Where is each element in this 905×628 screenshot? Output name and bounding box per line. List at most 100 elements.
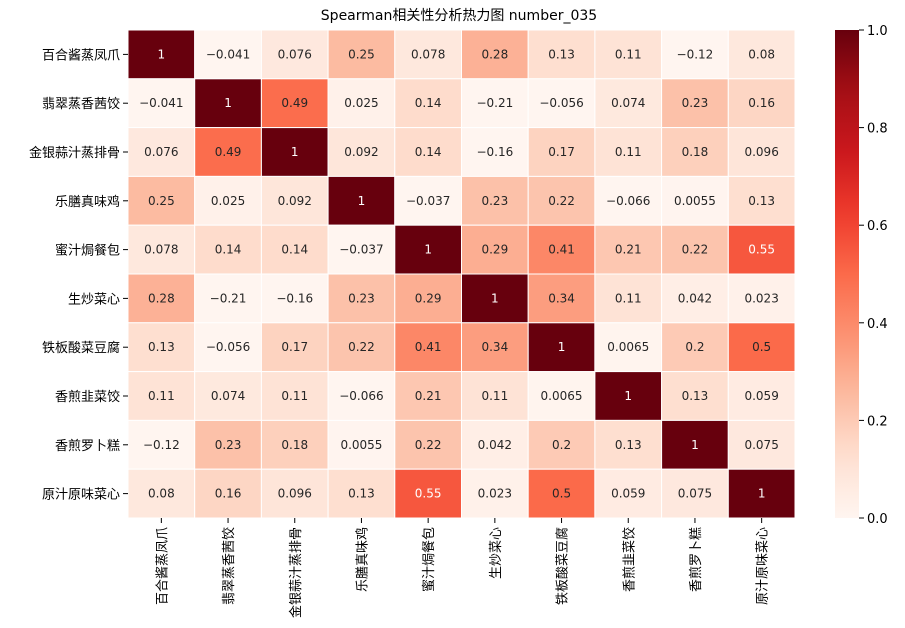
cell-value-7-8: 0.13 — [682, 389, 709, 403]
cell-value-9-5: 0.023 — [478, 487, 512, 501]
cell-value-5-0: 0.28 — [148, 291, 175, 305]
y-axis-labels: 百合酱蒸凤爪翡翠蒸香茜饺金银蒜汁蒸排骨乐膳真味鸡蜜汁焗餐包生炒菜心铁板酸菜豆腐香… — [29, 48, 128, 503]
heatmap-cell-4-6 — [527, 224, 596, 275]
cell-value-9-9: 1 — [758, 487, 766, 501]
heatmap-cell-5-5 — [461, 273, 529, 324]
x-tick-label: 翡翠蒸香茜饺 — [222, 527, 237, 605]
cell-value-4-5: 0.29 — [481, 243, 508, 257]
cell-value-7-2: 0.11 — [281, 389, 308, 403]
heatmap-cell-6-6 — [527, 322, 596, 373]
heatmap-cell-1-9 — [727, 78, 796, 129]
cell-value-7-3: −0.066 — [339, 389, 383, 403]
cell-value-2-3: 0.092 — [344, 145, 378, 159]
cell-value-0-0: 1 — [158, 47, 166, 61]
heatmap-cell-6-3 — [327, 322, 396, 373]
y-tick-label: 生炒菜心 — [68, 292, 120, 307]
cell-value-6-4: 0.41 — [415, 340, 442, 354]
cell-value-8-8: 1 — [691, 438, 699, 452]
cell-value-0-7: 0.11 — [615, 47, 642, 61]
cell-value-1-6: −0.056 — [539, 96, 583, 110]
cell-value-9-0: 0.08 — [148, 487, 175, 501]
cell-value-5-1: −0.21 — [210, 291, 247, 305]
heatmap-cell-4-5 — [461, 224, 529, 275]
cell-value-9-3: 0.13 — [348, 487, 375, 501]
cell-value-6-3: 0.22 — [348, 340, 375, 354]
heatmap-cell-5-8 — [661, 273, 729, 324]
cell-value-4-1: 0.14 — [215, 243, 242, 257]
heatmap-cell-2-7 — [594, 127, 663, 177]
cell-value-9-6: 0.5 — [552, 487, 571, 501]
cell-value-8-3: 0.0055 — [340, 438, 382, 452]
chart-title: Spearman相关性分析热力图 number_035 — [321, 8, 597, 24]
cell-value-3-6: 0.22 — [548, 194, 575, 208]
y-tick-label: 原汁原味菜心 — [42, 488, 120, 503]
cell-value-3-9: 0.13 — [748, 194, 775, 208]
cell-value-6-9: 0.5 — [752, 340, 771, 354]
x-axis-labels: 百合酱蒸凤爪 翡翠蒸香茜饺 金银蒜汁蒸排骨 乐膳真味鸡 蜜汁焗餐包 生炒菜心 铁板酸菜豆腐 香… — [155, 518, 771, 618]
heatmap-cell-6-5 — [461, 322, 529, 373]
heatmap-cell-7-6 — [527, 371, 596, 421]
cell-value-4-2: 0.14 — [281, 243, 308, 257]
cell-value-2-4: 0.14 — [415, 145, 442, 159]
heatmap-cell-2-0 — [127, 127, 196, 177]
heatmap-cell-5-0 — [127, 273, 196, 324]
cell-value-8-7: 0.13 — [615, 438, 642, 452]
cell-value-2-8: 0.18 — [682, 145, 709, 159]
heatmap-cell-8-9 — [727, 419, 796, 470]
heatmap-cell-6-0 — [127, 322, 196, 373]
heatmap-cell-7-8 — [661, 371, 729, 421]
colorbar-tick-label: 0.0 — [867, 512, 888, 527]
heatmap-cell-1-7 — [594, 78, 663, 129]
heatmap-cell-2-2 — [260, 127, 329, 177]
cell-value-9-2: 0.096 — [278, 487, 312, 501]
cell-value-8-0: −0.12 — [143, 438, 180, 452]
heatmap-cell-9-6 — [527, 468, 596, 519]
cell-value-1-5: −0.21 — [476, 96, 513, 110]
cell-value-7-7: 1 — [624, 389, 632, 403]
heatmap-cell-3-6 — [527, 175, 596, 226]
heatmap-cell-8-2 — [260, 419, 329, 470]
heatmap-cell-0-7 — [594, 29, 663, 80]
cell-value-1-3: 0.025 — [344, 96, 378, 110]
heatmap-cell-8-3 — [327, 419, 396, 470]
y-tick-label: 金银蒜汁蒸排骨 — [29, 145, 120, 161]
cell-value-4-7: 0.21 — [615, 243, 642, 257]
x-tick-label: 香煎韭菜饺 — [621, 527, 637, 592]
heatmap-cell-8-4 — [394, 419, 462, 470]
x-tick-label: 金银蒜汁蒸排骨 — [288, 527, 304, 618]
cell-value-7-4: 0.21 — [415, 389, 442, 403]
x-tick-label: 乐膳真味鸡 — [354, 527, 370, 592]
heatmap-cell-2-9 — [727, 127, 796, 177]
y-tick-label: 香煎韭菜饺 — [55, 389, 120, 405]
heatmap-cell-4-2 — [260, 224, 329, 275]
cell-value-8-1: 0.23 — [215, 438, 242, 452]
cell-value-6-2: 0.17 — [281, 340, 308, 354]
cell-value-4-6: 0.41 — [548, 243, 575, 257]
cell-value-7-1: 0.074 — [211, 389, 245, 403]
cell-value-5-3: 0.23 — [348, 291, 375, 305]
cell-value-2-0: 0.076 — [144, 145, 178, 159]
y-tick-label: 蜜汁焗餐包 — [55, 243, 120, 259]
cell-value-1-7: 0.074 — [611, 96, 645, 110]
heatmap-cell-4-4 — [394, 224, 462, 275]
heatmap-cell-5-3 — [327, 273, 396, 324]
cell-value-2-9: 0.096 — [744, 145, 778, 159]
cell-value-3-8: 0.0055 — [674, 194, 716, 208]
heatmap-cell-7-3 — [327, 371, 396, 421]
heatmap-cell-8-1 — [194, 419, 262, 470]
x-tick-label: 原汁原味菜心 — [756, 527, 771, 605]
heatmap-cell-9-7 — [594, 468, 663, 519]
heatmap-cell-7-1 — [194, 371, 262, 421]
colorbar: 0.0 0.2 0.4 0.6 0.8 1.0 — [835, 24, 888, 527]
cell-value-2-6: 0.17 — [548, 145, 575, 159]
heatmap-cell-2-6 — [527, 127, 596, 177]
cell-value-3-4: −0.037 — [406, 194, 450, 208]
cell-value-4-3: −0.037 — [339, 243, 383, 257]
colorbar-gradient — [835, 30, 859, 518]
colorbar-tick-label: 1.0 — [867, 24, 888, 39]
heatmap-cell-6-9 — [727, 322, 796, 373]
cell-value-8-5: 0.042 — [478, 438, 512, 452]
heatmap-cell-2-4 — [394, 127, 462, 177]
heatmap-cell-4-1 — [194, 224, 262, 275]
heatmap-cell-8-6 — [527, 419, 596, 470]
